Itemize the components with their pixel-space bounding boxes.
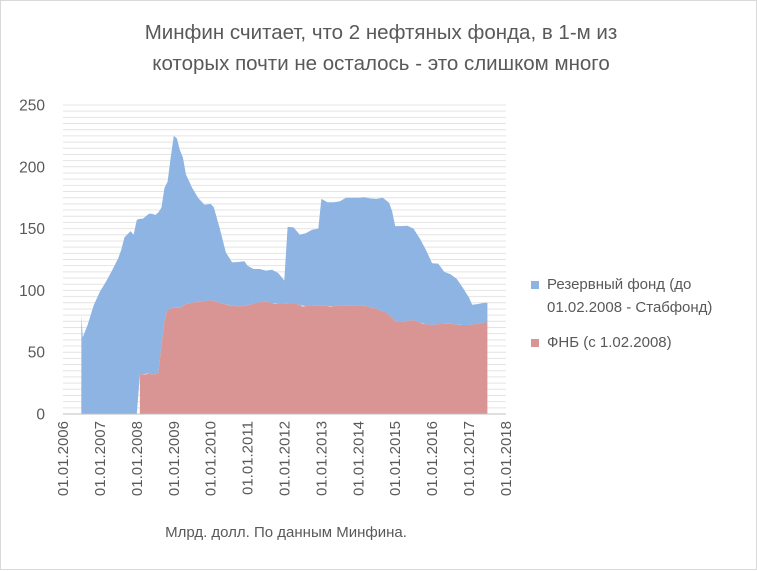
y-tick-label: 0 xyxy=(36,407,45,424)
x-tick-label: 01.01.2016 xyxy=(424,421,441,496)
legend: Резервный фонд (до 01.02.2008 - Стабфонд… xyxy=(531,273,751,366)
chart-title-line-1: Минфин считает, что 2 нефтяных фонда, в … xyxy=(144,21,618,44)
x-tick-label: 01.01.2018 xyxy=(498,421,515,496)
x-axis-label: Млрд. долл. По данным Минфина. xyxy=(165,524,407,541)
x-tick-label: 01.01.2011 xyxy=(240,421,257,495)
x-tick-label: 01.01.2010 xyxy=(203,421,220,496)
legend-swatch-nwf xyxy=(531,339,539,347)
area-reserve-fund xyxy=(81,135,488,414)
legend-item-nwf: ФНБ (с 1.02.2008) xyxy=(531,331,751,354)
x-tick-label: 01.01.2014 xyxy=(350,421,367,496)
legend-item-reserve-fund: Резервный фонд (до 01.02.2008 - Стабфонд… xyxy=(531,273,751,319)
x-tick-label: 01.01.2007 xyxy=(92,421,109,496)
x-tick-label: 01.01.2017 xyxy=(461,421,478,496)
y-tick-label: 50 xyxy=(28,345,46,362)
area-nwf xyxy=(139,300,488,414)
y-tick-label: 200 xyxy=(19,159,45,176)
chart-title-line-2: которых почти не осталось - это слишком … xyxy=(152,52,610,75)
chart-title: Минфин считает, что 2 нефтяных фонда, в … xyxy=(61,17,701,79)
x-tick-label: 01.01.2015 xyxy=(387,421,404,496)
x-tick-label: 01.01.2013 xyxy=(313,421,330,496)
legend-label-nwf: ФНБ (с 1.02.2008) xyxy=(547,334,672,351)
x-tick-label: 01.01.2008 xyxy=(129,421,146,496)
y-tick-label: 250 xyxy=(19,98,45,115)
x-tick-label: 01.01.2009 xyxy=(166,421,183,496)
x-tick-label: 01.01.2006 xyxy=(55,421,72,496)
legend-swatch-reserve-fund xyxy=(531,281,539,289)
x-tick-label: 01.01.2012 xyxy=(276,421,293,496)
y-tick-label: 100 xyxy=(19,283,45,300)
legend-label-reserve-fund: Резервный фонд (до 01.02.2008 - Стабфонд… xyxy=(547,276,713,316)
y-tick-label: 150 xyxy=(19,221,45,238)
